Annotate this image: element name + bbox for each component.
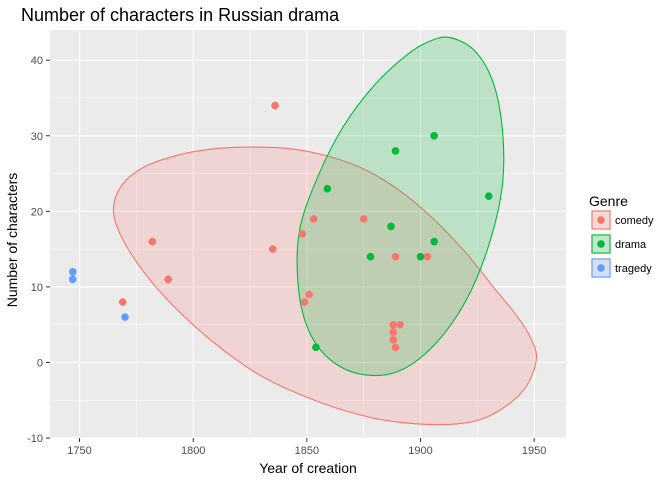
- tragedy-point: [121, 313, 129, 321]
- x-axis: 1750 1800 1850 1900 1950: [67, 438, 546, 457]
- comedy-point: [305, 290, 313, 299]
- comedy-point: [164, 275, 173, 284]
- legend-item-tragedy: tragedy: [591, 258, 652, 278]
- drama-point: [484, 192, 493, 201]
- legend-key-point: [597, 264, 605, 272]
- drama-point: [430, 237, 438, 246]
- comedy-point: [148, 237, 157, 246]
- legend-items: comedy drama tragedy: [591, 210, 654, 278]
- comedy-point: [300, 298, 309, 306]
- legend-item-comedy: comedy: [591, 210, 654, 230]
- data-points: [68, 101, 493, 352]
- comedy-ellipse: [112, 146, 538, 426]
- comedy-point: [268, 245, 277, 253]
- comedy-point: [391, 343, 400, 352]
- comedy-point: [389, 335, 398, 344]
- y-tick-label: 30: [31, 131, 43, 143]
- x-tick-label: 1850: [295, 445, 319, 457]
- legend-key-point: [597, 216, 605, 224]
- drama-point: [430, 131, 438, 140]
- x-tick-label: 1950: [522, 445, 546, 457]
- legend-title: Genre: [589, 193, 628, 209]
- drama-point: [391, 147, 400, 155]
- legend-label: drama: [615, 239, 647, 251]
- y-tick-label: 40: [31, 55, 43, 67]
- drama-ellipse: [296, 36, 505, 376]
- y-tick-label: -10: [27, 433, 43, 445]
- x-axis-title: Year of creation: [259, 460, 357, 476]
- y-tick-label: 0: [37, 357, 43, 369]
- comedy-point: [389, 320, 398, 329]
- drama-point: [416, 252, 425, 261]
- comedy-point: [298, 230, 307, 238]
- legend-label: comedy: [615, 215, 654, 227]
- drama-point: [387, 222, 395, 231]
- x-tick-label: 1800: [181, 445, 205, 457]
- y-tick-label: 10: [31, 282, 43, 294]
- comedy-point: [423, 252, 432, 261]
- confidence-ellipses: [112, 36, 538, 426]
- chart-title: Number of characters in Russian drama: [21, 5, 340, 25]
- legend-key-point: [597, 240, 605, 248]
- tragedy-point: [68, 267, 77, 276]
- comedy-point: [389, 328, 398, 337]
- y-axis: -10 0 10 20 30 40: [27, 55, 50, 445]
- comedy-point: [391, 252, 400, 261]
- legend: Genre comedy drama tragedy: [589, 193, 654, 278]
- tragedy-point: [68, 275, 77, 284]
- drama-point: [312, 343, 320, 352]
- comedy-point: [309, 215, 318, 223]
- y-tick-label: 20: [31, 206, 43, 218]
- comedy-point: [271, 101, 279, 110]
- comedy-point: [396, 320, 404, 329]
- y-axis-title: Number of characters: [4, 173, 20, 308]
- drama-point: [366, 252, 375, 261]
- drama-point: [323, 184, 332, 193]
- legend-label: tragedy: [615, 263, 652, 275]
- legend-item-drama: drama: [591, 234, 647, 254]
- comedy-point: [118, 298, 127, 306]
- x-tick-label: 1900: [408, 445, 432, 457]
- x-tick-label: 1750: [67, 445, 91, 457]
- comedy-point: [359, 215, 368, 223]
- grid-major: [50, 30, 566, 439]
